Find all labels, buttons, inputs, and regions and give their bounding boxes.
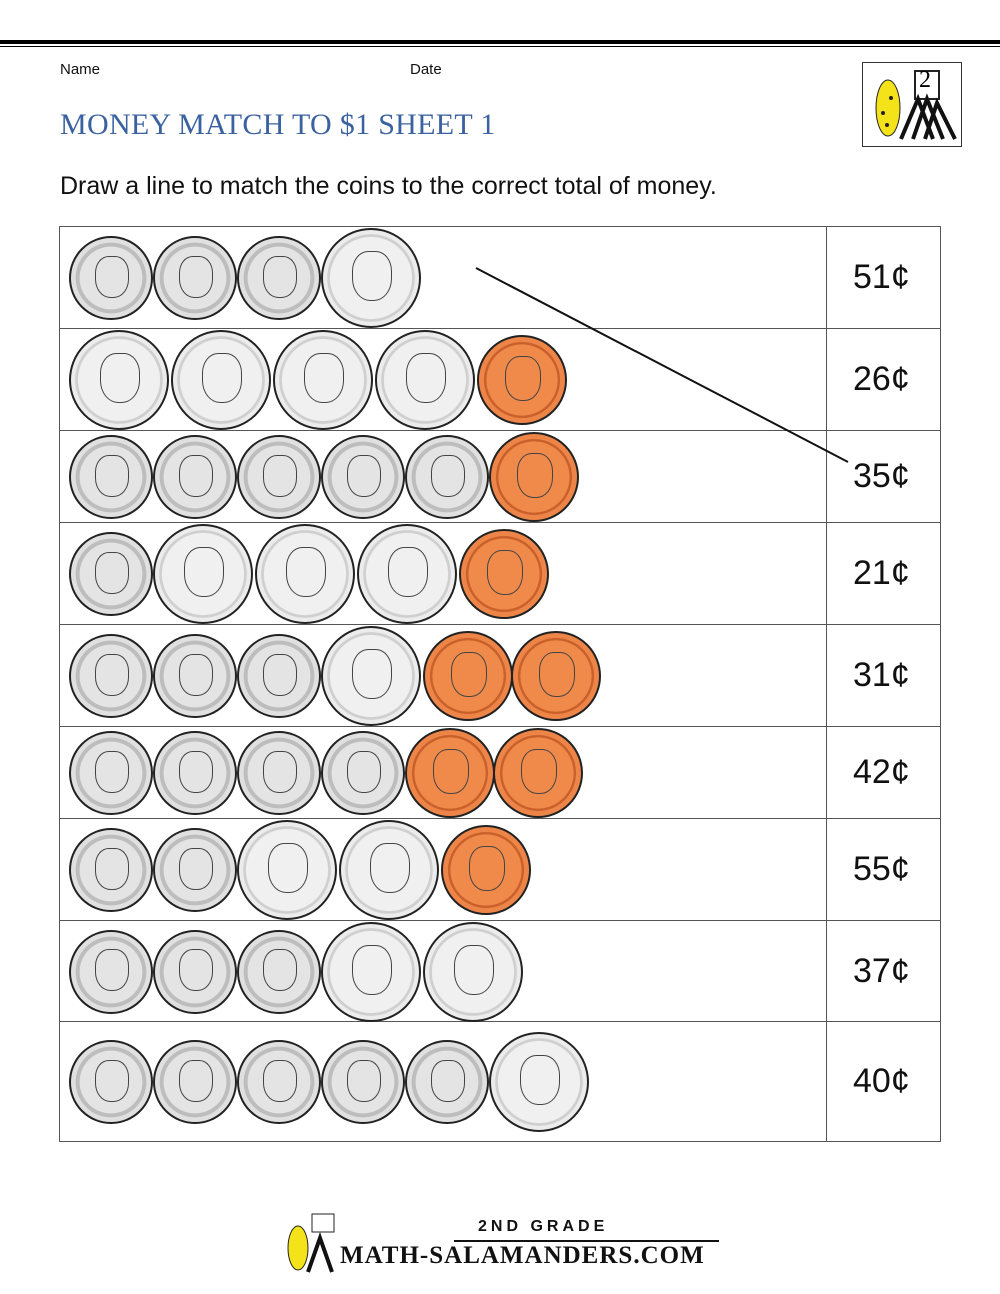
amount-cell[interactable]: 51¢: [826, 226, 941, 329]
nickel-coin: [321, 228, 421, 328]
table-row: 42¢: [59, 726, 941, 819]
dime-coin: [69, 731, 153, 815]
amount-cell[interactable]: 26¢: [826, 328, 941, 431]
top-rule: [0, 40, 1000, 44]
name-label: Name: [60, 61, 101, 78]
coins-cell[interactable]: [59, 624, 827, 727]
dime-coin: [69, 236, 153, 320]
nickel-coin: [69, 330, 169, 430]
penny-coin: [493, 728, 583, 818]
dime-coin: [153, 236, 237, 320]
coins-cell[interactable]: [59, 920, 827, 1022]
dime-coin: [237, 435, 321, 519]
dime-coin: [153, 1040, 237, 1124]
dime-coin: [237, 731, 321, 815]
nickel-coin: [339, 820, 439, 920]
penny-coin: [441, 825, 531, 915]
top-rule-thin: [0, 46, 1000, 47]
page-title: MONEY MATCH TO $1 SHEET 1: [60, 108, 496, 141]
penny-coin: [423, 631, 513, 721]
amount-cell[interactable]: 31¢: [826, 624, 941, 727]
salamander-logo: 2: [862, 62, 962, 147]
footer-grade: 2ND GRADE: [478, 1218, 609, 1235]
dime-coin: [237, 634, 321, 718]
amount-cell[interactable]: 42¢: [826, 726, 941, 819]
dime-coin: [153, 929, 237, 1014]
dime-coin: [321, 435, 405, 519]
salamander-footer-icon: [287, 1213, 335, 1273]
dime-coin: [69, 435, 153, 519]
dime-coin: [321, 731, 405, 815]
coins-cell[interactable]: [59, 726, 827, 819]
nickel-coin: [153, 524, 253, 624]
amount-cell[interactable]: 40¢: [826, 1021, 941, 1142]
dime-coin: [153, 828, 237, 912]
coins-cell[interactable]: [59, 818, 827, 921]
dime-coin: [69, 634, 153, 718]
table-row: 26¢: [59, 328, 941, 431]
instructions: Draw a line to match the coins to the co…: [60, 172, 717, 200]
nickel-coin: [357, 524, 457, 624]
dime-coin: [153, 731, 237, 815]
amount-cell[interactable]: 55¢: [826, 818, 941, 921]
coins-cell[interactable]: [59, 1021, 827, 1142]
nickel-coin: [273, 330, 373, 430]
match-table: 51¢ 26¢ 35¢ 21¢ 31¢ 42¢ 55¢ 37¢ 40¢: [59, 226, 941, 1142]
dime-coin: [405, 1040, 489, 1124]
table-row: 31¢: [59, 624, 941, 727]
nickel-coin: [237, 820, 337, 920]
nickel-coin: [321, 921, 421, 1022]
penny-coin: [477, 335, 567, 425]
table-row: 37¢: [59, 920, 941, 1022]
dime-coin: [153, 435, 237, 519]
penny-coin: [405, 728, 495, 818]
nickel-coin: [255, 524, 355, 624]
nickel-coin: [171, 330, 271, 430]
table-row: 35¢: [59, 430, 941, 523]
table-row: 55¢: [59, 818, 941, 921]
dime-coin: [405, 435, 489, 519]
amount-cell[interactable]: 21¢: [826, 522, 941, 625]
penny-coin: [489, 432, 579, 522]
dime-coin: [237, 236, 321, 320]
nickel-coin: [489, 1032, 589, 1132]
penny-coin: [511, 631, 601, 721]
dime-coin: [69, 828, 153, 912]
amount-cell[interactable]: 37¢: [826, 920, 941, 1022]
dime-coin: [321, 1040, 405, 1124]
dime-coin: [69, 532, 153, 616]
dime-coin: [69, 1040, 153, 1124]
coins-cell[interactable]: [59, 430, 827, 523]
nickel-coin: [321, 626, 421, 726]
coins-cell[interactable]: [59, 226, 827, 329]
date-label: Date: [410, 61, 442, 78]
amount-cell[interactable]: 35¢: [826, 430, 941, 523]
footer-site: MATH-SALAMANDERS.COM: [340, 1242, 705, 1269]
dime-coin: [237, 1040, 321, 1124]
coins-cell[interactable]: [59, 522, 827, 625]
table-row: 40¢: [59, 1021, 941, 1142]
table-row: 21¢: [59, 522, 941, 625]
dime-coin: [153, 634, 237, 718]
nickel-coin: [423, 921, 523, 1022]
penny-coin: [459, 529, 549, 619]
coins-cell[interactable]: [59, 328, 827, 431]
dime-coin: [69, 929, 153, 1014]
footer-logo: 2ND GRADE MATH-SALAMANDERS.COM: [278, 1212, 728, 1274]
table-row: 51¢: [59, 226, 941, 329]
logo-grade: 2: [919, 67, 931, 93]
dime-coin: [237, 929, 321, 1014]
nickel-coin: [375, 330, 475, 430]
